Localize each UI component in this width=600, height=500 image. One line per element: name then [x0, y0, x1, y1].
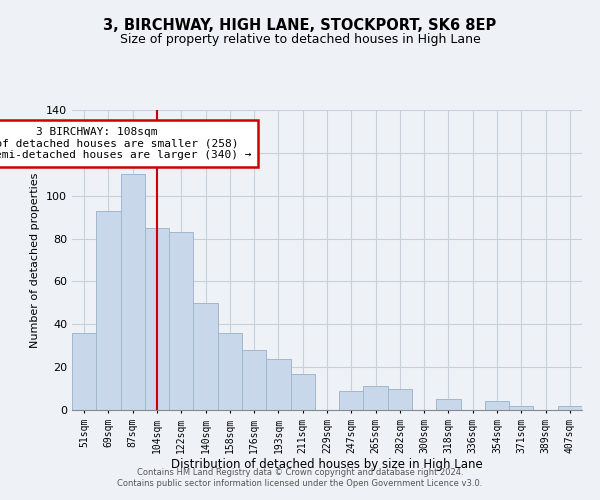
Text: Size of property relative to detached houses in High Lane: Size of property relative to detached ho…	[119, 32, 481, 46]
Bar	[266, 358, 290, 410]
Bar	[121, 174, 145, 410]
Bar	[218, 333, 242, 410]
Bar	[436, 400, 461, 410]
Bar	[193, 303, 218, 410]
Bar	[364, 386, 388, 410]
Text: 3, BIRCHWAY, HIGH LANE, STOCKPORT, SK6 8EP: 3, BIRCHWAY, HIGH LANE, STOCKPORT, SK6 8…	[103, 18, 497, 32]
X-axis label: Distribution of detached houses by size in High Lane: Distribution of detached houses by size …	[171, 458, 483, 471]
Bar	[169, 232, 193, 410]
Bar	[96, 210, 121, 410]
Bar	[388, 388, 412, 410]
Bar	[290, 374, 315, 410]
Text: Contains HM Land Registry data © Crown copyright and database right 2024.
Contai: Contains HM Land Registry data © Crown c…	[118, 468, 482, 487]
Bar	[558, 406, 582, 410]
Bar	[485, 402, 509, 410]
Bar	[242, 350, 266, 410]
Bar	[509, 406, 533, 410]
Bar	[339, 390, 364, 410]
Bar	[145, 228, 169, 410]
Text: 3 BIRCHWAY: 108sqm
← 43% of detached houses are smaller (258)
57% of semi-detach: 3 BIRCHWAY: 108sqm ← 43% of detached hou…	[0, 127, 251, 160]
Y-axis label: Number of detached properties: Number of detached properties	[31, 172, 40, 348]
Bar	[72, 333, 96, 410]
